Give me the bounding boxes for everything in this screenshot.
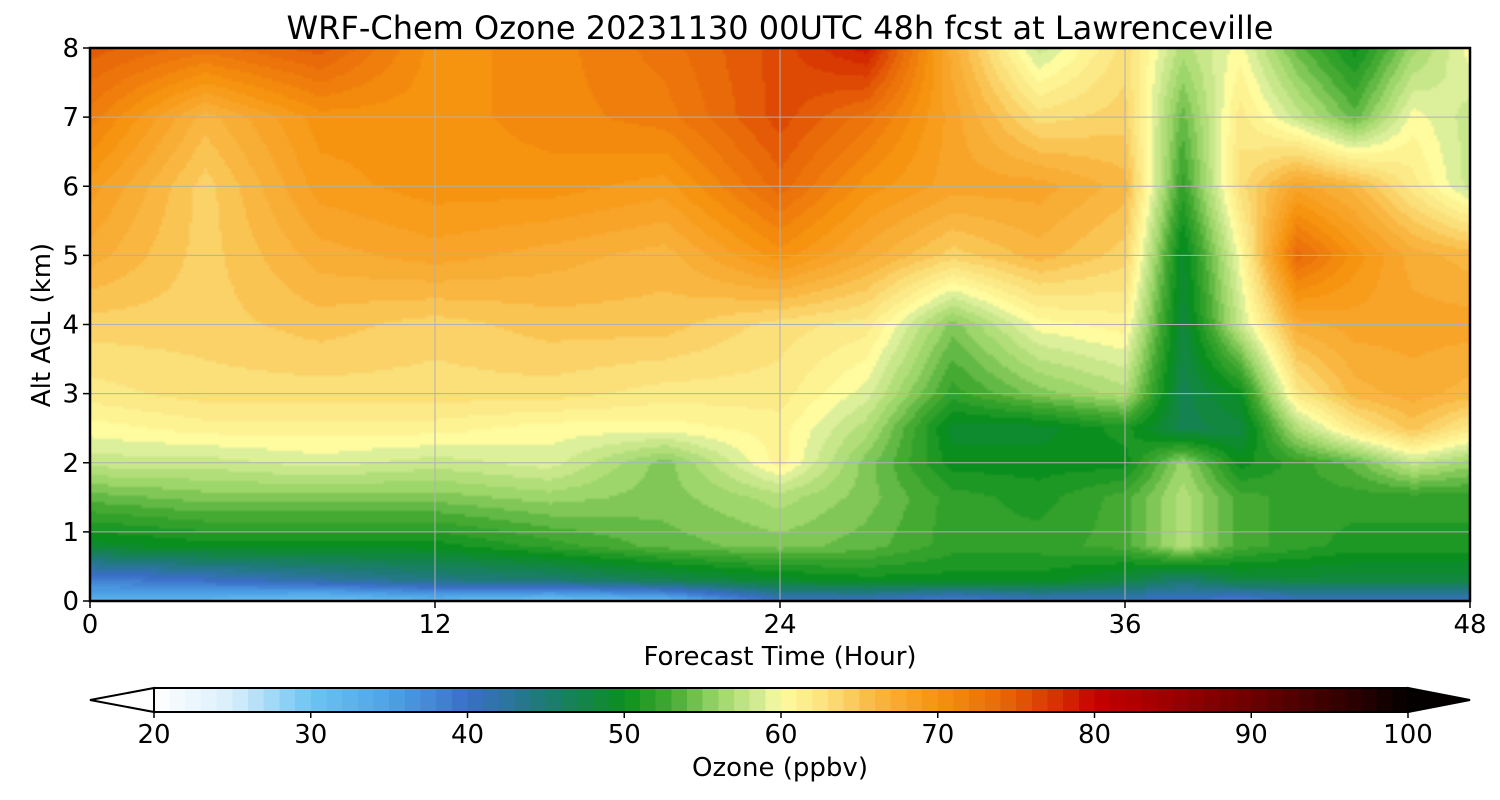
y-tick-label: 6 — [62, 172, 79, 202]
colorbar-label: Ozone (ppbv) — [692, 753, 868, 783]
x-tick-label: 12 — [418, 610, 451, 640]
x-tick-label: 0 — [82, 610, 99, 640]
chart-title: WRF-Chem Ozone 20231130 00UTC 48h fcst a… — [287, 9, 1274, 47]
grid-lines — [90, 48, 1470, 601]
y-axis-label: Alt AGL (km) — [27, 243, 57, 407]
colorbar-tick-label: 100 — [1383, 720, 1433, 750]
colorbar-tick-label: 70 — [921, 720, 954, 750]
colorbar-tick-label: 50 — [608, 720, 641, 750]
y-tick-label: 2 — [62, 449, 79, 479]
colorbar-ticks: 20 30 40 50 60 70 80 90 100 — [137, 712, 1433, 750]
colorbar-tick-label: 80 — [1078, 720, 1111, 750]
colorbar-tick-label: 20 — [137, 720, 170, 750]
colorbar: 20 30 40 50 60 70 80 90 100 Ozone (ppbv) — [89, 686, 1471, 783]
y-tick-label: 5 — [62, 241, 79, 271]
y-tick-label: 8 — [62, 34, 79, 64]
y-tick-label: 1 — [62, 518, 79, 548]
colorbar-tick-label: 30 — [294, 720, 327, 750]
plot-area — [88, 46, 1472, 603]
x-axis: 0 12 24 36 48 — [82, 601, 1487, 640]
x-tick-label: 24 — [763, 610, 796, 640]
colorbar-extend-high — [1407, 686, 1471, 714]
colorbar-tick-label: 40 — [451, 720, 484, 750]
colorbar-gradient — [154, 688, 1408, 712]
colorbar-extend-low — [89, 686, 155, 714]
colorbar-tick-label: 60 — [764, 720, 797, 750]
x-tick-label: 48 — [1453, 610, 1486, 640]
x-axis-label: Forecast Time (Hour) — [643, 642, 916, 672]
y-axis: 0 1 2 3 4 5 6 7 8 — [62, 34, 90, 617]
x-tick-label: 36 — [1108, 610, 1141, 640]
y-tick-label: 7 — [62, 103, 79, 133]
y-tick-label: 0 — [62, 587, 79, 617]
colorbar-tick-label: 90 — [1235, 720, 1268, 750]
y-tick-label: 3 — [62, 380, 79, 410]
y-tick-label: 4 — [62, 311, 79, 341]
